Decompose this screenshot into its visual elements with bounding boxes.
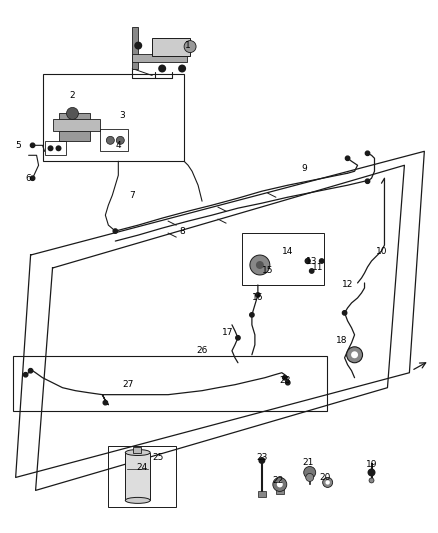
- Text: 8: 8: [179, 227, 185, 236]
- Text: 12: 12: [342, 280, 353, 289]
- Text: 24: 24: [137, 463, 148, 472]
- Text: 21: 21: [302, 458, 314, 467]
- Circle shape: [158, 64, 166, 72]
- Text: 6: 6: [26, 174, 32, 183]
- Text: 9: 9: [302, 164, 307, 173]
- Circle shape: [365, 179, 370, 183]
- Circle shape: [256, 293, 260, 297]
- Text: 14: 14: [282, 247, 293, 255]
- Text: 1: 1: [185, 41, 191, 50]
- Circle shape: [304, 466, 316, 479]
- Circle shape: [256, 261, 264, 269]
- Text: 4: 4: [116, 141, 121, 150]
- Bar: [59, 114, 90, 141]
- Text: 25: 25: [152, 453, 164, 462]
- Bar: [276, 482, 284, 495]
- Bar: [133, 447, 141, 453]
- Bar: [53, 119, 100, 131]
- Circle shape: [250, 255, 270, 275]
- Text: 20: 20: [319, 473, 330, 482]
- Text: 7: 7: [129, 191, 135, 200]
- Circle shape: [184, 41, 196, 53]
- Text: 16: 16: [252, 294, 264, 302]
- Circle shape: [113, 229, 117, 233]
- Circle shape: [369, 478, 374, 483]
- Text: 19: 19: [366, 460, 377, 469]
- Bar: [42, 74, 184, 161]
- Text: 5: 5: [16, 141, 21, 150]
- Circle shape: [283, 376, 287, 380]
- Circle shape: [56, 146, 61, 151]
- Bar: [125, 453, 150, 500]
- Text: 10: 10: [376, 247, 387, 255]
- Circle shape: [103, 400, 108, 405]
- Text: 18: 18: [336, 336, 347, 345]
- Circle shape: [319, 259, 324, 263]
- Bar: [132, 53, 187, 61]
- Circle shape: [310, 269, 314, 273]
- Circle shape: [351, 351, 358, 358]
- Circle shape: [323, 478, 332, 487]
- Text: 13: 13: [306, 256, 318, 265]
- Circle shape: [28, 368, 33, 373]
- Text: 28: 28: [279, 376, 290, 385]
- Circle shape: [236, 336, 240, 340]
- Circle shape: [178, 64, 186, 72]
- Circle shape: [30, 143, 35, 148]
- Circle shape: [365, 151, 370, 156]
- Circle shape: [346, 156, 350, 160]
- Bar: [45, 141, 67, 155]
- Circle shape: [273, 478, 287, 491]
- Text: 17: 17: [222, 328, 234, 337]
- Text: 22: 22: [272, 476, 283, 485]
- Circle shape: [346, 347, 363, 363]
- Circle shape: [305, 259, 310, 263]
- Circle shape: [106, 136, 114, 144]
- Circle shape: [367, 469, 375, 477]
- Ellipse shape: [125, 497, 150, 503]
- Circle shape: [258, 457, 265, 464]
- Circle shape: [306, 473, 314, 481]
- Circle shape: [117, 136, 124, 144]
- Circle shape: [325, 480, 330, 484]
- Circle shape: [277, 481, 283, 487]
- Circle shape: [67, 108, 78, 119]
- Text: 3: 3: [120, 111, 125, 120]
- Bar: [152, 38, 190, 55]
- Bar: [13, 356, 327, 410]
- Circle shape: [23, 373, 28, 377]
- Circle shape: [343, 311, 347, 315]
- Bar: [100, 130, 128, 151]
- Bar: [258, 491, 266, 497]
- Circle shape: [30, 176, 35, 181]
- Bar: [242, 233, 324, 285]
- Text: 15: 15: [262, 266, 274, 276]
- Bar: [132, 27, 138, 69]
- Text: 23: 23: [256, 453, 268, 462]
- Text: 2: 2: [70, 91, 75, 100]
- Circle shape: [250, 313, 254, 317]
- Bar: [108, 446, 176, 507]
- Circle shape: [48, 146, 53, 151]
- Text: 26: 26: [196, 346, 208, 356]
- Text: 11: 11: [312, 263, 323, 272]
- Circle shape: [286, 381, 290, 385]
- Ellipse shape: [125, 449, 150, 456]
- Text: 27: 27: [123, 380, 134, 389]
- Circle shape: [134, 42, 142, 50]
